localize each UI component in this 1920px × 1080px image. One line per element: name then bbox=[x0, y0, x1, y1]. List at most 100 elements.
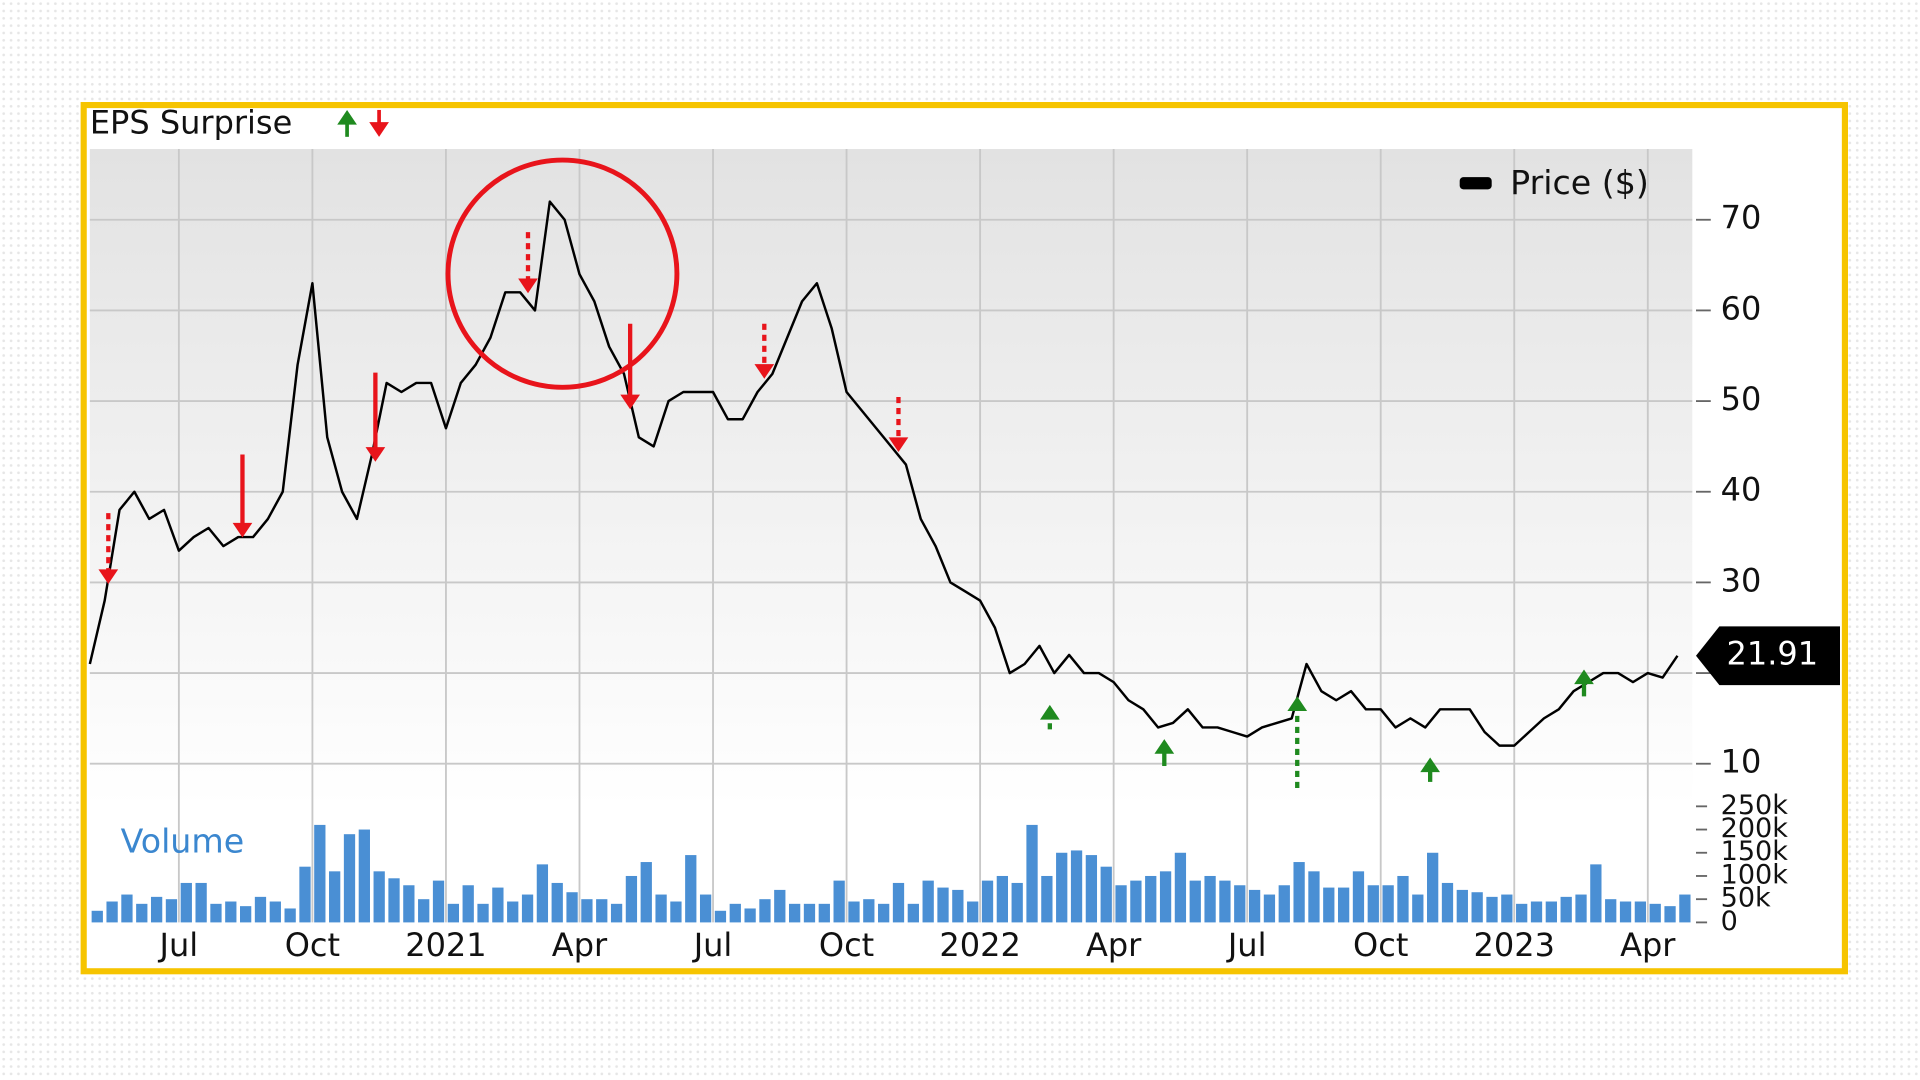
highlight-circle bbox=[445, 157, 680, 390]
volume-bar bbox=[1575, 894, 1587, 923]
volume-bar bbox=[358, 829, 370, 923]
volume-bar bbox=[937, 887, 949, 923]
volume-pane bbox=[89, 806, 1693, 925]
legend-label: Price ($) bbox=[1510, 163, 1649, 202]
volume-bar bbox=[462, 885, 474, 923]
last-price-label: 21.91 bbox=[1727, 635, 1819, 673]
y-tick-label: 50 bbox=[1721, 380, 1762, 418]
volume-bar bbox=[1471, 892, 1483, 923]
eps-arrow-head bbox=[1574, 669, 1594, 685]
y2-tick-label: 0 bbox=[1721, 906, 1738, 937]
volume-bar bbox=[1308, 871, 1320, 923]
eps-arrow-head bbox=[754, 364, 775, 379]
volume-bar bbox=[403, 885, 415, 923]
volume-bar bbox=[685, 855, 697, 923]
y2-tick-label: 200k bbox=[1721, 813, 1789, 844]
y-tick-label: 30 bbox=[1721, 561, 1762, 599]
volume-bar bbox=[818, 903, 830, 923]
volume-bar bbox=[863, 899, 875, 923]
x-tick-label: 2021 bbox=[405, 926, 486, 964]
volume-bar bbox=[1605, 899, 1617, 923]
volume-bar bbox=[551, 882, 563, 923]
volume-bar bbox=[1204, 875, 1216, 923]
volume-bar bbox=[210, 903, 222, 923]
volume-bar bbox=[121, 894, 133, 923]
volume-bar bbox=[1219, 880, 1231, 923]
volume-bar bbox=[878, 903, 890, 923]
volume-bar bbox=[1501, 894, 1513, 923]
y2-tick-label: 50k bbox=[1721, 883, 1772, 914]
volume-bar bbox=[106, 901, 118, 923]
volume-bar bbox=[284, 908, 296, 923]
volume-bar bbox=[774, 889, 786, 923]
x-tick-label: 2023 bbox=[1474, 926, 1555, 964]
eps-arrow-head bbox=[1154, 739, 1175, 754]
volume-bar bbox=[670, 901, 682, 923]
volume-bar bbox=[1664, 906, 1676, 923]
volume-bar bbox=[254, 896, 267, 923]
eps-arrow-head bbox=[1287, 696, 1308, 712]
volume-bar bbox=[833, 880, 845, 923]
volume-bar bbox=[1189, 880, 1201, 923]
volume-bar bbox=[388, 878, 400, 923]
volume-bar bbox=[1486, 896, 1498, 923]
volume-bar bbox=[1041, 875, 1053, 923]
volume-bar bbox=[1115, 885, 1127, 923]
volume-bar bbox=[1619, 901, 1632, 923]
volume-bar bbox=[1248, 889, 1261, 923]
volume-bar bbox=[150, 896, 163, 923]
volume-bar bbox=[1070, 850, 1083, 923]
y2-tick-label: 150k bbox=[1721, 836, 1789, 867]
eps-arrow-head bbox=[365, 447, 386, 462]
volume-bar bbox=[1367, 885, 1379, 923]
volume-bar bbox=[1560, 896, 1572, 923]
volume-bar bbox=[981, 880, 994, 923]
volume-bar bbox=[1278, 885, 1290, 923]
marks: 21.91 bbox=[88, 200, 1840, 923]
x-tick-label: Oct bbox=[285, 926, 340, 964]
volume-bar bbox=[373, 871, 385, 923]
volume-bar bbox=[447, 903, 460, 923]
y2-tick-label: 100k bbox=[1721, 860, 1789, 891]
chart-title: EPS Surprise bbox=[90, 104, 292, 142]
volume-bar bbox=[1590, 864, 1602, 923]
grid: Jul Oct 2021 Apr Jul Oct 2022 Apr Jul Oct 2023 Apr 1… bbox=[89, 149, 1789, 964]
volume-bar bbox=[744, 908, 756, 923]
price-pane bbox=[89, 149, 1693, 807]
volume-bar bbox=[1412, 894, 1424, 923]
volume-bar bbox=[788, 903, 801, 923]
volume-bar bbox=[566, 892, 578, 923]
volume-bar bbox=[1056, 852, 1068, 923]
x-tick-label: Jul bbox=[1226, 926, 1267, 964]
y-tick-label: 60 bbox=[1721, 290, 1762, 328]
volume-bar bbox=[343, 834, 356, 923]
volume-bar bbox=[314, 824, 326, 923]
volume-bar bbox=[91, 910, 103, 923]
volume-bar bbox=[1441, 882, 1454, 923]
volume-bar bbox=[225, 901, 237, 923]
volume-bar bbox=[1100, 866, 1112, 923]
eps-arrow-head bbox=[620, 394, 640, 410]
volume-bar bbox=[610, 903, 623, 923]
volume-bar bbox=[1397, 875, 1409, 923]
last-price-tag bbox=[1696, 626, 1840, 686]
x-tick-label: Oct bbox=[819, 926, 874, 964]
volume-bar bbox=[952, 889, 964, 923]
volume-bar bbox=[699, 894, 712, 923]
y-tick-label: 10 bbox=[1721, 743, 1762, 781]
volume-bar bbox=[299, 866, 311, 923]
volume-bar bbox=[1234, 885, 1246, 923]
volume-bar bbox=[907, 903, 919, 923]
volume-bar bbox=[581, 899, 593, 923]
volume-bar bbox=[240, 906, 252, 923]
eps-arrow-head bbox=[337, 109, 357, 125]
volume-bar bbox=[1263, 894, 1276, 923]
x-tick-label: Oct bbox=[1353, 926, 1408, 964]
volume-bar bbox=[1516, 903, 1528, 923]
volume-bar bbox=[729, 903, 741, 923]
y-tick-label: 40 bbox=[1721, 471, 1762, 509]
volume-bar bbox=[1130, 880, 1142, 923]
annotations bbox=[98, 109, 1594, 789]
